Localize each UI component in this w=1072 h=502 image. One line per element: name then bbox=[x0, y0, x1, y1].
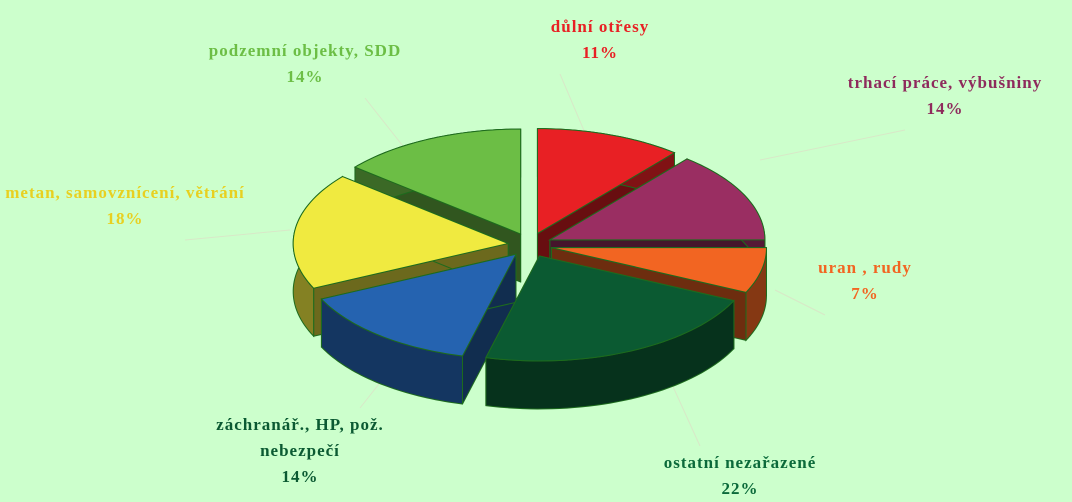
value-label: 14% bbox=[281, 467, 319, 486]
slice-label: ostatní nezařazené 22% bbox=[620, 450, 860, 502]
slice-top bbox=[548, 158, 766, 241]
category-label: uran , rudy bbox=[818, 258, 912, 277]
leader-lines bbox=[184, 73, 906, 447]
slice-top bbox=[551, 247, 767, 293]
slice-top bbox=[320, 253, 517, 357]
leader-line bbox=[759, 129, 906, 161]
value-label: 18% bbox=[106, 209, 144, 228]
slice bbox=[485, 255, 735, 410]
value-label: 14% bbox=[926, 99, 964, 118]
leader-line bbox=[559, 73, 589, 141]
category-label: trhací práce, výbušniny bbox=[847, 73, 1043, 92]
value-label: 7% bbox=[851, 284, 879, 303]
slice-label: důlní otřesy 11% bbox=[500, 14, 700, 66]
category-label: důlní otřesy bbox=[550, 17, 650, 36]
category-label: metan, samovznícení, větrání bbox=[5, 183, 245, 202]
leader-line bbox=[774, 289, 826, 316]
slice-label: záchranář., HP, pož. nebezpečí 14% bbox=[185, 412, 415, 490]
value-label: 11% bbox=[581, 43, 619, 62]
value-label: 14% bbox=[286, 67, 324, 86]
leader-line bbox=[184, 229, 291, 241]
slice-top bbox=[485, 255, 735, 362]
category-label: záchranář., HP, pož. nebezpečí bbox=[216, 415, 384, 460]
slice-label: uran , rudy 7% bbox=[785, 255, 945, 307]
slice-label: trhací práce, výbušniny 14% bbox=[815, 70, 1072, 122]
category-label: ostatní nezařazené bbox=[663, 453, 817, 472]
value-label: 22% bbox=[721, 479, 759, 498]
leader-line bbox=[364, 97, 411, 156]
slice-top bbox=[536, 128, 676, 235]
slice-top bbox=[292, 175, 510, 289]
category-label: podzemní objekty, SDD bbox=[208, 41, 402, 60]
slice-label: metan, samovznícení, větrání 18% bbox=[5, 180, 245, 232]
slice-top bbox=[353, 128, 522, 235]
slice-label: podzemní objekty, SDD 14% bbox=[175, 38, 435, 90]
leader-line bbox=[669, 379, 701, 447]
slice bbox=[320, 253, 517, 405]
